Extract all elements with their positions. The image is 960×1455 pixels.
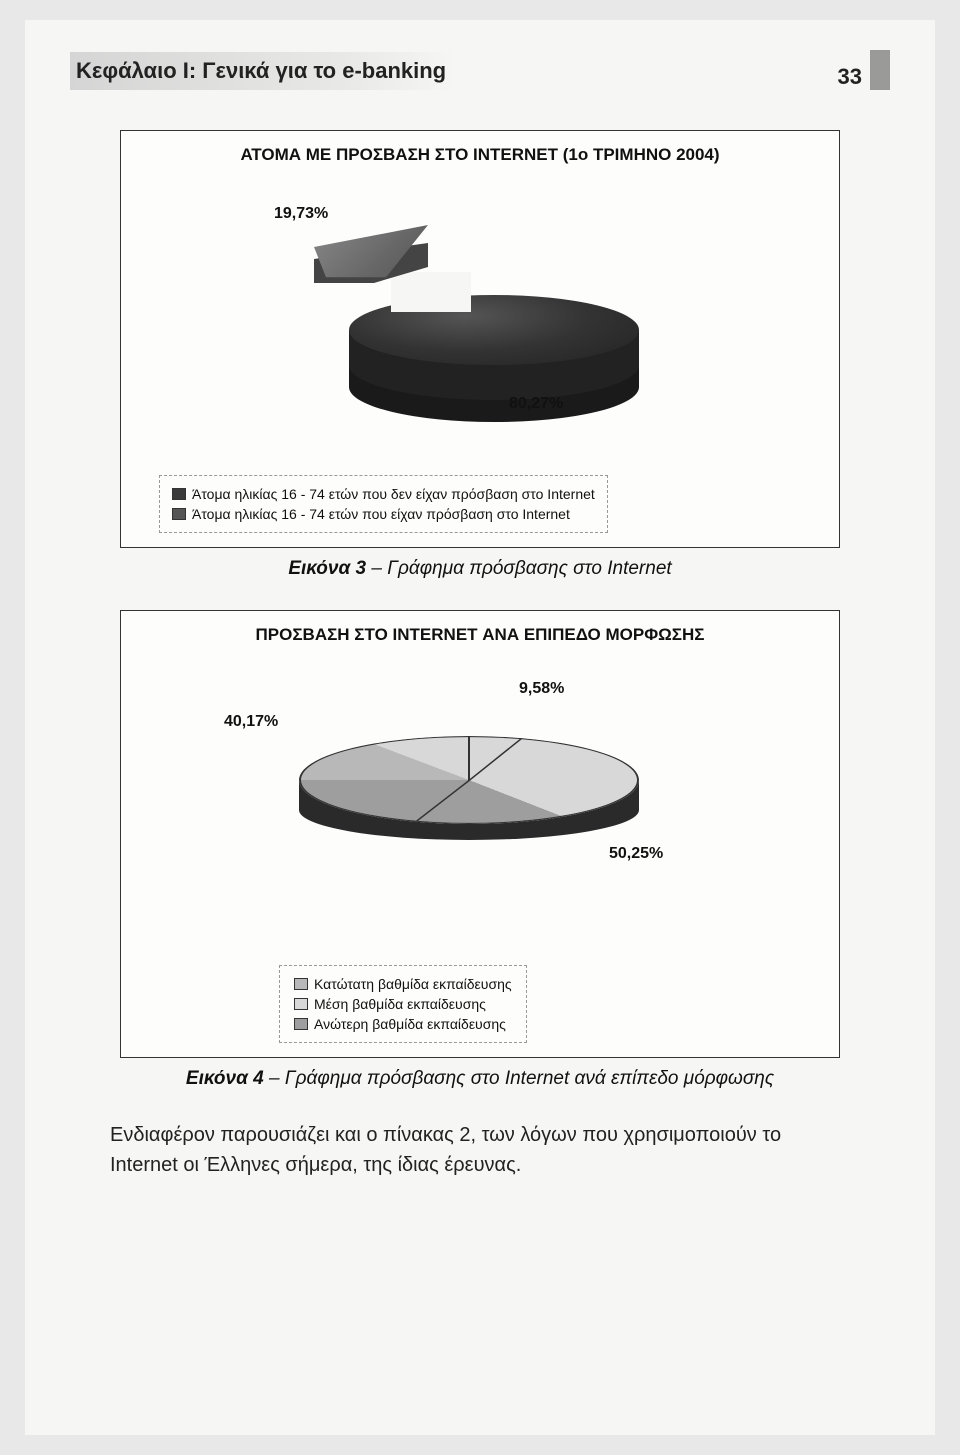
legend-label: Άτομα ηλικίας 16 - 74 ετών που είχαν πρό… [192, 506, 570, 522]
legend-label: Κατώτατη βαθμίδα εκπαίδευσης [314, 976, 512, 992]
legend-swatch-icon [172, 488, 186, 500]
figure-3-title: ΑΤΟΜΑ ΜΕ ΠΡΟΣΒΑΣΗ ΣΤΟ INTERNET (1ο ΤΡΙΜΗ… [139, 145, 821, 165]
chapter-heading: Κεφάλαιο I: Γενικά για το e-banking [70, 52, 456, 90]
pie-2 [299, 700, 639, 900]
figure-4-box: ΠΡΟΣΒΑΣΗ ΣΤΟ INTERNET ΑΝΑ ΕΠΙΠΕΔΟ ΜΟΡΦΩΣ… [120, 610, 840, 1058]
page-tab-decoration [870, 50, 890, 90]
legend-swatch-icon [294, 998, 308, 1010]
figure-4-caption: Εικόνα 4 – Γράφημα πρόσβασης στο Interne… [70, 1068, 890, 1090]
figure-4-label-2: 50,25% [609, 845, 663, 863]
figure-4-label-3: 40,17% [224, 713, 278, 731]
page-header: Κεφάλαιο I: Γενικά για το e-banking 33 [70, 50, 890, 90]
figure-3-box: ΑΤΟΜΑ ΜΕ ΠΡΟΣΒΑΣΗ ΣΤΟ INTERNET (1ο ΤΡΙΜΗ… [120, 130, 840, 548]
legend-row: Άτομα ηλικίας 16 - 74 ετών που δεν είχαν… [172, 484, 595, 504]
page: Κεφάλαιο I: Γενικά για το e-banking 33 Α… [25, 20, 935, 1435]
legend-label: Άτομα ηλικίας 16 - 74 ετών που δεν είχαν… [192, 486, 595, 502]
page-number-block: 33 [838, 50, 890, 90]
figure-4-title: ΠΡΟΣΒΑΣΗ ΣΤΟ INTERNET ΑΝΑ ΕΠΙΠΕΔΟ ΜΟΡΦΩΣ… [139, 625, 821, 645]
figure-3-legend: Άτομα ηλικίας 16 - 74 ετών που δεν είχαν… [159, 475, 608, 533]
figure-3-label-big: 80,27% [509, 395, 563, 413]
pie-2-top [299, 736, 639, 824]
legend-row: Μέση βαθμίδα εκπαίδευσης [294, 994, 512, 1014]
body-paragraph: Ενδιαφέρον παρουσιάζει και ο πίνακας 2, … [110, 1120, 850, 1180]
pie-1 [319, 230, 649, 410]
legend-swatch-icon [294, 978, 308, 990]
figure-4-label-1: 9,58% [519, 680, 564, 698]
legend-label: Μέση βαθμίδα εκπαίδευσης [314, 996, 486, 1012]
page-number: 33 [838, 64, 862, 90]
legend-row: Κατώτατη βαθμίδα εκπαίδευσης [294, 974, 512, 994]
legend-swatch-icon [172, 508, 186, 520]
legend-label: Ανώτερη βαθμίδα εκπαίδευσης [314, 1016, 506, 1032]
pie-1-small-slice [314, 225, 434, 305]
legend-row: Ανώτερη βαθμίδα εκπαίδευσης [294, 1014, 512, 1034]
legend-row: Άτομα ηλικίας 16 - 74 ετών που είχαν πρό… [172, 504, 595, 524]
caption-text: – Γράφημα πρόσβασης στο Internet ανά επί… [264, 1068, 774, 1089]
figure-3-caption: Εικόνα 3 – Γράφημα πρόσβασης στο Interne… [70, 558, 890, 580]
figure-4-legend: Κατώτατη βαθμίδα εκπαίδευσης Μέση βαθμίδ… [279, 965, 527, 1043]
caption-prefix: Εικόνα 3 [288, 558, 366, 579]
caption-prefix: Εικόνα 4 [186, 1068, 264, 1089]
figure-4-chart: 9,58% 40,17% 50,25% [139, 675, 821, 935]
figure-3-chart: 19,73% 80,27% [139, 195, 821, 455]
figure-3-label-small: 19,73% [274, 205, 328, 223]
legend-swatch-icon [294, 1018, 308, 1030]
caption-text: – Γράφημα πρόσβασης στο Internet [366, 558, 672, 579]
